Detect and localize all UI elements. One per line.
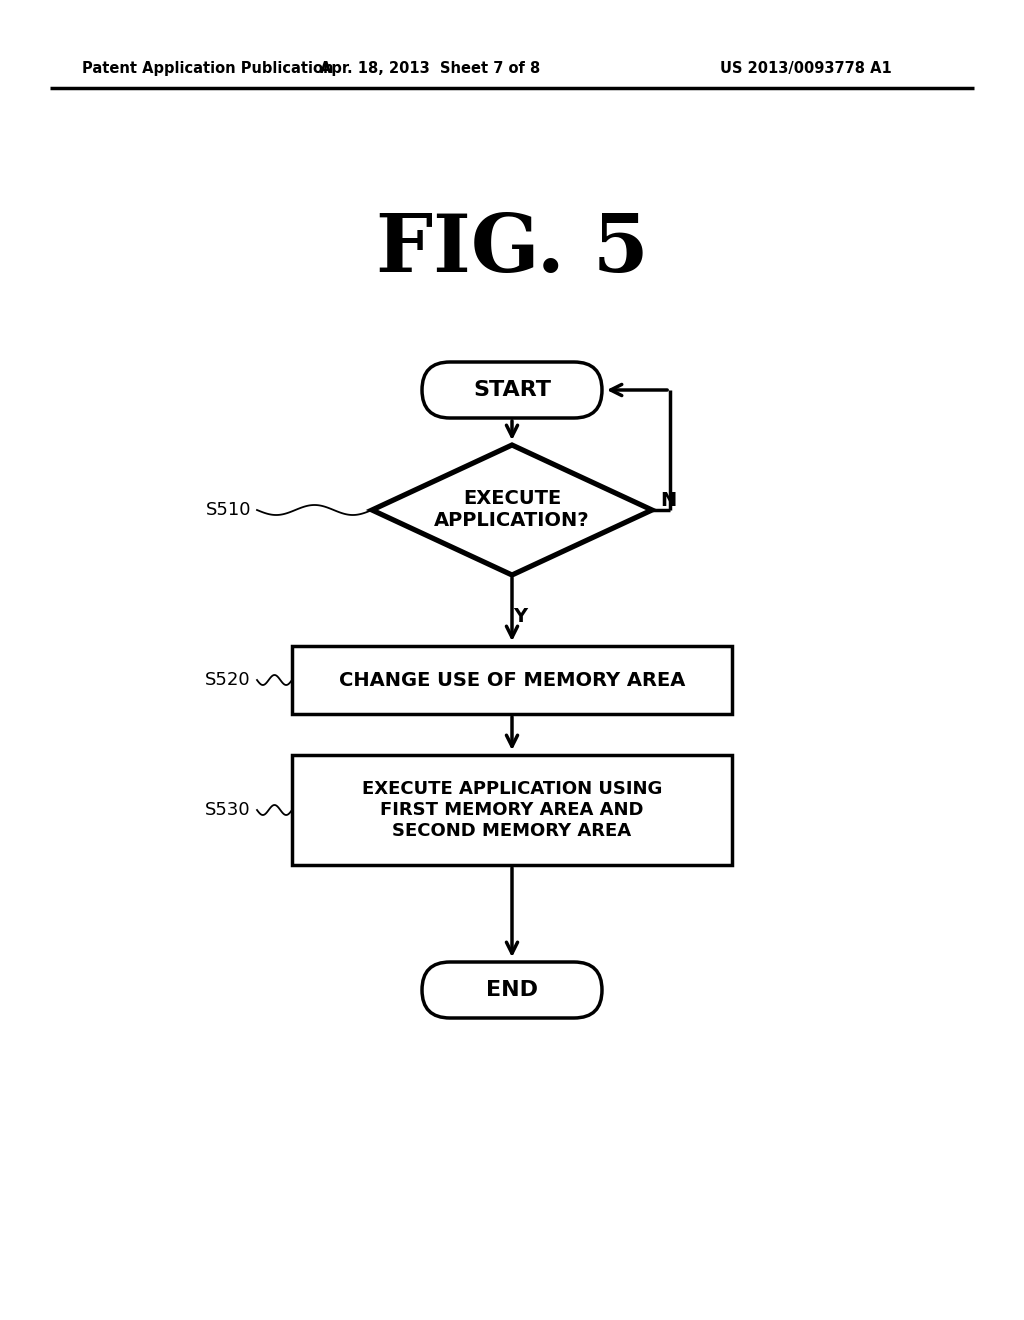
FancyBboxPatch shape — [422, 362, 602, 418]
FancyBboxPatch shape — [422, 962, 602, 1018]
Text: FIG. 5: FIG. 5 — [376, 211, 648, 289]
Text: EXECUTE APPLICATION USING
FIRST MEMORY AREA AND
SECOND MEMORY AREA: EXECUTE APPLICATION USING FIRST MEMORY A… — [361, 780, 663, 840]
Text: N: N — [660, 491, 676, 510]
Bar — [292, 645, 732, 714]
Text: Apr. 18, 2013  Sheet 7 of 8: Apr. 18, 2013 Sheet 7 of 8 — [319, 61, 540, 75]
Text: S520: S520 — [206, 671, 251, 689]
Text: S530: S530 — [206, 801, 251, 818]
Polygon shape — [372, 445, 652, 576]
Text: Patent Application Publication: Patent Application Publication — [82, 61, 334, 75]
Text: CHANGE USE OF MEMORY AREA: CHANGE USE OF MEMORY AREA — [339, 671, 685, 689]
Text: US 2013/0093778 A1: US 2013/0093778 A1 — [720, 61, 892, 75]
Text: END: END — [486, 979, 538, 1001]
Text: EXECUTE
APPLICATION?: EXECUTE APPLICATION? — [434, 490, 590, 531]
Text: S510: S510 — [206, 502, 251, 519]
Bar — [292, 755, 732, 865]
Text: START: START — [473, 380, 551, 400]
Text: Y: Y — [513, 607, 527, 627]
